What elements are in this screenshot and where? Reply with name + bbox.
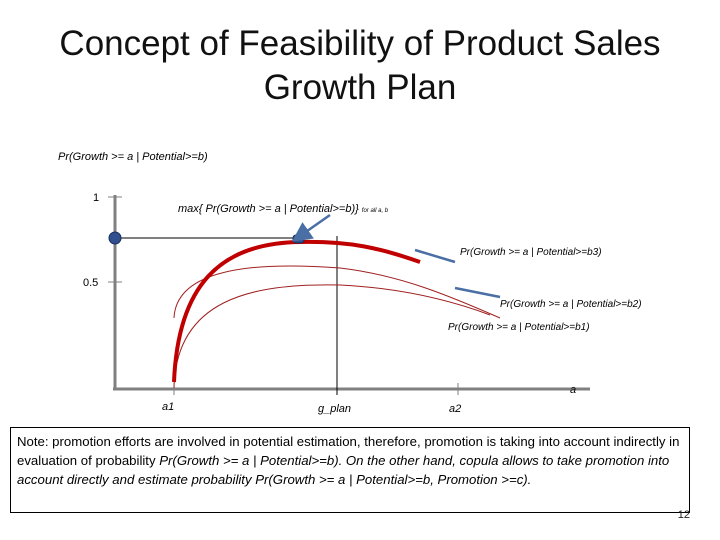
y-tick-half: 0.5	[83, 277, 98, 289]
x-tick-a2: a2	[449, 403, 461, 415]
note-box: Note: promotion efforts are involved in …	[10, 427, 690, 513]
y-tick-1: 1	[93, 192, 99, 204]
y-max-marker	[108, 231, 122, 245]
note-text: Note: promotion efforts are involved in …	[17, 434, 680, 468]
note-formula: Pr(Growth >= a | Potential>=b). On the o…	[17, 453, 670, 487]
curve-b1	[173, 265, 501, 319]
curve-label-b2: Pr(Growth >= a | Potential>=b2)	[500, 299, 642, 310]
x-axis-label: a	[570, 384, 576, 396]
b2-pointer	[454, 286, 501, 299]
curve-label-b1: Pr(Growth >= a | Potential>=b1)	[448, 322, 590, 333]
x-tick-gplan: g_plan	[318, 403, 351, 415]
max-pointer-arrow	[291, 213, 331, 242]
title-line-2: Growth Plan	[263, 68, 457, 107]
max-label: max{ Pr(Growth >= a | Potential>=b)} for …	[178, 203, 389, 215]
probability-diagram: Pr(Growth >= a | Potential>=b) 1 0.5 max…	[58, 151, 642, 415]
x-tick-a1: a1	[162, 401, 174, 413]
title-line-1: Concept of Feasibility of Product Sales	[59, 24, 661, 63]
y-axis-label: Pr(Growth >= a | Potential>=b)	[58, 151, 208, 163]
curve-max-marker	[292, 234, 305, 244]
curve-b3	[172, 239, 421, 383]
curve-label-b3: Pr(Growth >= a | Potential>=b3)	[460, 247, 602, 258]
slide-title: Concept of Feasibility of Product Sales …	[0, 22, 720, 110]
curve-b2	[173, 284, 491, 389]
b3-pointer	[414, 248, 456, 264]
page-number: 12	[677, 509, 690, 521]
